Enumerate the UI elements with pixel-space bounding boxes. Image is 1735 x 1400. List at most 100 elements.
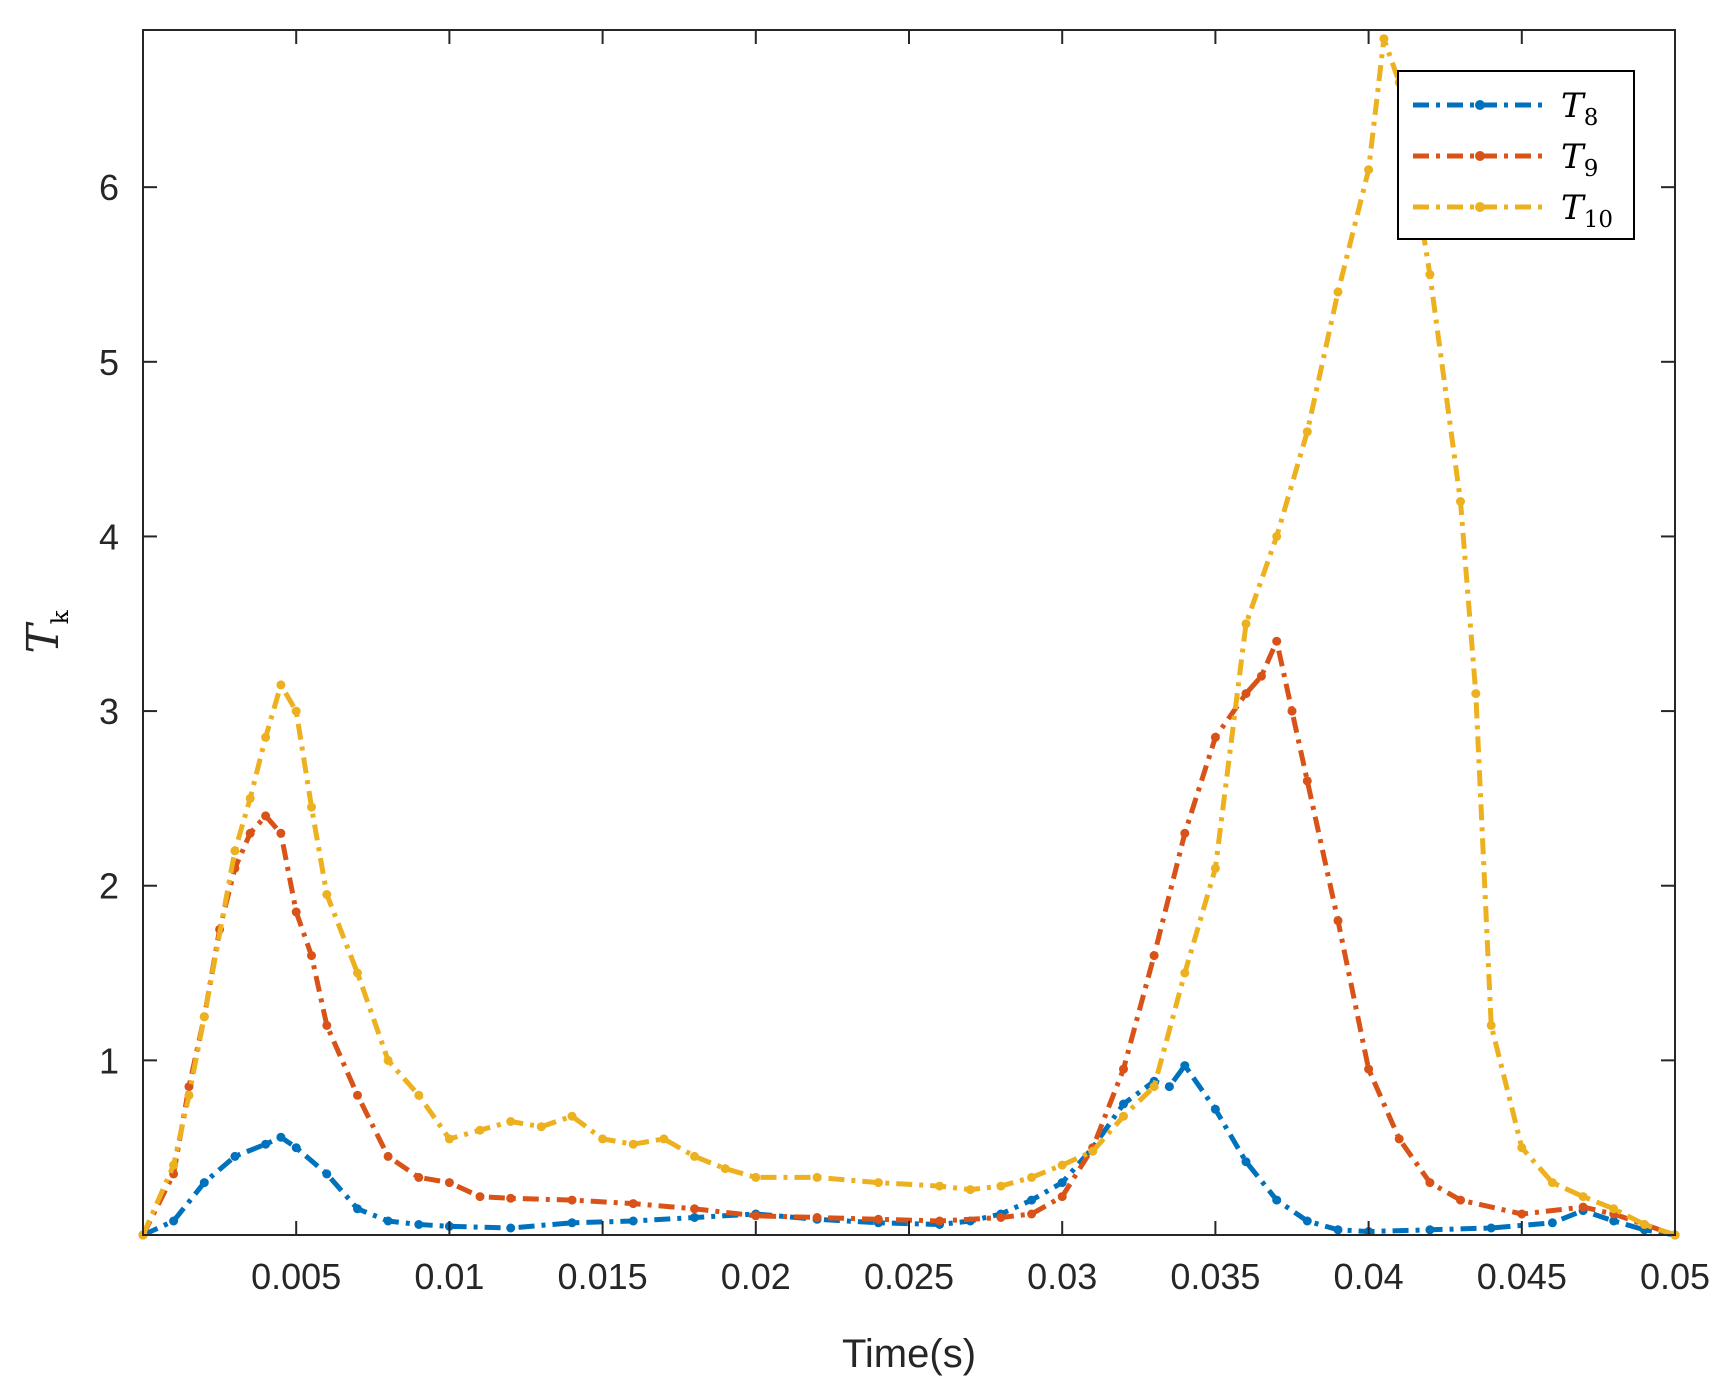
- data-point-T10: [199, 1012, 209, 1022]
- data-point-T10: [1119, 1111, 1128, 1121]
- data-point-T10: [1027, 1172, 1037, 1182]
- data-point-T9: [812, 1213, 822, 1222]
- legend-entry-label: T10: [1561, 188, 1613, 233]
- legend-entry-subscript: 10: [1584, 207, 1613, 233]
- x-tick-label: 0.015: [558, 1256, 648, 1297]
- x-tick-label: 0.02: [721, 1256, 791, 1297]
- data-point-T9: [1241, 689, 1251, 699]
- data-point-T9: [1256, 671, 1266, 681]
- data-point-T9: [506, 1193, 516, 1203]
- data-point-T8: [230, 1151, 240, 1161]
- data-point-T10: [1088, 1146, 1098, 1156]
- data-point-T9: [1210, 732, 1220, 742]
- data-point-T10: [276, 680, 286, 690]
- data-point-T8: [1180, 1061, 1190, 1071]
- data-point-T9: [1149, 951, 1159, 961]
- data-point-T10: [1379, 34, 1389, 44]
- data-point-T9: [1456, 1195, 1465, 1205]
- y-axis-label-base: T: [18, 621, 69, 654]
- data-point-T9: [261, 811, 271, 821]
- data-point-T9: [322, 1020, 332, 1030]
- y-tick-label: 3: [99, 691, 119, 732]
- x-tick-label: 0.045: [1477, 1256, 1567, 1297]
- data-point-T10: [1364, 165, 1374, 175]
- data-point-T10: [1210, 863, 1220, 873]
- series-line-T8: [141, 1063, 1676, 1238]
- data-point-T9: [444, 1178, 454, 1188]
- data-point-T10: [690, 1151, 699, 1161]
- data-point-T10: [996, 1181, 1006, 1191]
- data-point-T10: [506, 1117, 516, 1126]
- legend-entry-label: T9: [1561, 137, 1598, 182]
- data-point-T9: [184, 1082, 194, 1092]
- axes-box: [142, 29, 1676, 1236]
- data-point-T8: [169, 1216, 179, 1226]
- data-point-T10: [1456, 497, 1465, 506]
- data-point-T10: [1057, 1160, 1067, 1170]
- data-point-T9: [996, 1213, 1006, 1222]
- data-point-T9: [567, 1195, 577, 1205]
- data-point-T10: [245, 793, 255, 803]
- data-point-T8: [291, 1143, 301, 1153]
- data-point-T8: [261, 1139, 271, 1149]
- data-point-T8: [628, 1216, 638, 1226]
- data-point-T10: [383, 1055, 393, 1065]
- data-point-T10: [414, 1090, 424, 1100]
- data-point-T10: [659, 1134, 669, 1144]
- data-point-T9: [935, 1216, 945, 1226]
- data-point-T9: [690, 1204, 699, 1214]
- data-point-T8: [1210, 1104, 1220, 1114]
- data-point-T10: [1149, 1082, 1159, 1092]
- data-point-T9: [1517, 1209, 1527, 1219]
- data-point-T9: [1119, 1064, 1128, 1074]
- data-point-T10: [1471, 689, 1481, 699]
- data-point-T10: [1547, 1178, 1557, 1188]
- x-tick-label: 0.005: [251, 1256, 341, 1297]
- y-axis-label-subscript: k: [48, 609, 74, 624]
- data-point-T10: [1425, 270, 1435, 279]
- data-point-T9: [1302, 776, 1312, 786]
- data-point-T10: [291, 706, 301, 716]
- data-point-T9: [751, 1211, 761, 1221]
- x-tick-label: 0.05: [1640, 1256, 1710, 1297]
- x-tick-label: 0.025: [864, 1256, 954, 1297]
- x-axis-label: Time(s): [842, 1332, 976, 1376]
- data-point-T9: [383, 1151, 393, 1161]
- data-point-T9: [1180, 828, 1190, 838]
- data-point-T8: [1119, 1099, 1128, 1109]
- data-point-T10: [1302, 427, 1312, 437]
- legend-entry-subscript: 9: [1584, 156, 1599, 182]
- x-tick-label: 0.04: [1334, 1256, 1404, 1297]
- legend-entry-base: T: [1561, 137, 1586, 177]
- data-point-T8: [567, 1218, 577, 1228]
- data-point-T10: [935, 1181, 945, 1191]
- legend-entry-base: T: [1561, 188, 1586, 228]
- data-point-T10: [1578, 1192, 1588, 1202]
- data-point-T10: [475, 1125, 485, 1135]
- legend-entry-subscript: 8: [1584, 105, 1599, 131]
- data-point-T9: [1333, 916, 1343, 926]
- legend-swatch-marker: [1475, 202, 1485, 212]
- y-tick-label: 4: [99, 516, 119, 557]
- data-point-T8: [383, 1216, 393, 1226]
- data-point-T8: [1333, 1225, 1343, 1235]
- y-tick-label: 5: [99, 342, 119, 383]
- data-point-T10: [1517, 1143, 1527, 1153]
- data-point-T8: [199, 1178, 209, 1188]
- data-point-T10: [720, 1164, 730, 1174]
- data-point-T10: [322, 890, 332, 899]
- x-tick-label: 0.01: [414, 1256, 484, 1297]
- data-point-T8: [414, 1220, 424, 1229]
- data-point-T9: [1364, 1064, 1374, 1074]
- data-point-T9: [1027, 1209, 1037, 1219]
- data-point-T8: [1272, 1195, 1282, 1205]
- data-point-T8: [1425, 1225, 1435, 1235]
- data-point-T9: [873, 1214, 883, 1224]
- data-point-T8: [353, 1204, 362, 1214]
- x-tick-label: 0.03: [1027, 1256, 1097, 1297]
- data-point-T10: [1486, 1020, 1496, 1030]
- data-point-T8: [1164, 1082, 1174, 1092]
- data-point-T9: [1425, 1178, 1435, 1188]
